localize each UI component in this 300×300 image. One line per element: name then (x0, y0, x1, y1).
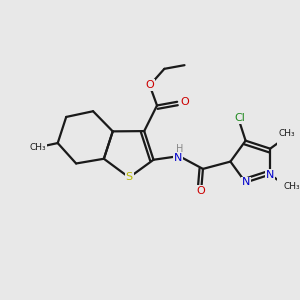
Text: S: S (126, 172, 133, 182)
Text: O: O (197, 186, 206, 196)
Text: CH₃: CH₃ (30, 143, 46, 152)
Text: H: H (176, 144, 184, 154)
Text: N: N (174, 153, 182, 163)
Text: N: N (266, 169, 275, 179)
Text: CH₃: CH₃ (284, 182, 300, 191)
Text: O: O (180, 97, 189, 107)
Text: N: N (242, 178, 250, 188)
Text: CH₃: CH₃ (278, 129, 295, 138)
Text: O: O (145, 80, 154, 90)
Text: Cl: Cl (235, 113, 246, 123)
